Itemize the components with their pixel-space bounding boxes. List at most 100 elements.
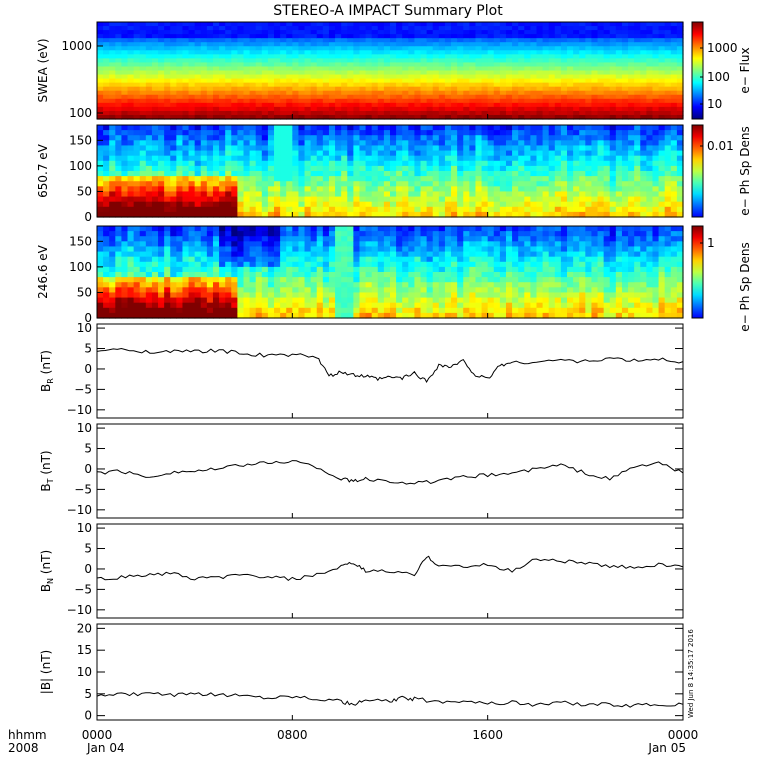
heatmap-cell (323, 95, 330, 100)
heatmap-cell (366, 26, 373, 31)
heatmap-cell (659, 42, 666, 47)
heatmap-cell (549, 79, 556, 84)
heatmap-cell (506, 135, 513, 141)
heatmap-cell (537, 34, 544, 39)
heatmap-cell (158, 71, 165, 76)
heatmap-cell (298, 66, 305, 71)
heatmap-cell (237, 303, 244, 309)
heatmap-cell (305, 166, 312, 172)
heatmap-cell (579, 50, 586, 55)
heatmap-cell (628, 87, 635, 92)
heatmap-cell (280, 202, 287, 208)
heatmap-cell (280, 125, 287, 131)
heatmap-cell (543, 87, 550, 92)
heatmap-cell (500, 181, 507, 187)
heatmap-cell (353, 262, 360, 268)
heatmap-cell (268, 161, 275, 167)
heatmap-cell (109, 246, 116, 252)
heatmap-cell (158, 95, 165, 100)
heatmap-cell (543, 197, 550, 203)
heatmap-cell (152, 252, 159, 258)
heatmap-cell (103, 191, 110, 197)
heatmap-cell (244, 30, 251, 35)
heatmap-cell (268, 181, 275, 187)
heatmap-cell (488, 181, 495, 187)
heatmap-cell (268, 50, 275, 55)
heatmap-cell (219, 66, 226, 71)
heatmap-cell (347, 226, 354, 232)
heatmap-cell (189, 22, 196, 27)
heatmap-cell (146, 202, 153, 208)
heatmap-cell (298, 246, 305, 252)
heatmap-cell (646, 54, 653, 59)
heatmap-cell (359, 171, 366, 177)
heatmap-cell (585, 125, 592, 131)
heatmap-cell (134, 236, 141, 242)
heatmap-cell (164, 140, 171, 146)
heatmap-cell (390, 267, 397, 273)
heatmap-cell (372, 66, 379, 71)
heatmap-cell (347, 62, 354, 67)
heatmap-cell (262, 103, 269, 108)
heatmap-cell (463, 66, 470, 71)
heatmap-cell (347, 151, 354, 157)
heatmap-cell (176, 277, 183, 283)
heatmap-cell (225, 54, 232, 59)
heatmap-cell (445, 176, 452, 182)
heatmap-cell (305, 79, 312, 84)
heatmap-cell (292, 79, 299, 84)
heatmap-cell (555, 125, 562, 131)
heatmap-cell (305, 50, 312, 55)
heatmap-cell (549, 176, 556, 182)
heatmap-cell (335, 66, 342, 71)
heatmap-cell (445, 38, 452, 43)
heatmap-cell (555, 87, 562, 92)
heatmap-cell (549, 34, 556, 39)
heatmap-cell (604, 66, 611, 71)
heatmap-cell (463, 186, 470, 192)
heatmap-cell (231, 151, 238, 157)
heatmap-cell (445, 140, 452, 146)
heatmap-cell (347, 111, 354, 116)
heatmap-cell (665, 83, 672, 88)
heatmap-cell (652, 58, 659, 63)
heatmap-cell (164, 71, 171, 76)
heatmap-cell (457, 66, 464, 71)
heatmap-cell (396, 241, 403, 247)
heatmap-cell (256, 103, 263, 108)
heatmap-cell (671, 166, 678, 172)
heatmap-cell (201, 166, 208, 172)
heatmap-cell (671, 46, 678, 51)
heatmap-cell (598, 176, 605, 182)
heatmap-cell (201, 308, 208, 314)
heatmap-cell (231, 34, 238, 39)
heatmap-cell (250, 202, 257, 208)
heatmap-cell (591, 207, 598, 213)
heatmap-cell (140, 99, 147, 104)
heatmap-cell (488, 135, 495, 141)
heatmap-cell (414, 130, 421, 136)
heatmap-cell (573, 30, 580, 35)
heatmap-cell (146, 176, 153, 182)
heatmap-cell (390, 87, 397, 92)
heatmap-cell (622, 135, 629, 141)
heatmap-cell (256, 241, 263, 247)
heatmap-cell (591, 125, 598, 131)
heatmap-cell (182, 26, 189, 31)
heatmap-cell (579, 145, 586, 151)
heatmap-cell (140, 191, 147, 197)
heatmap-cell (225, 38, 232, 43)
heatmap-cell (323, 130, 330, 136)
heatmap-cell (402, 42, 409, 47)
heatmap-cell (512, 62, 519, 67)
heatmap-cell (500, 103, 507, 108)
heatmap-cell (457, 87, 464, 92)
heatmap-cell (628, 42, 635, 47)
heatmap-cell (195, 79, 202, 84)
heatmap-cell (298, 171, 305, 177)
heatmap-cell (109, 282, 116, 288)
heatmap-cell (585, 42, 592, 47)
heatmap-cell (366, 79, 373, 84)
heatmap-cell (390, 151, 397, 157)
heatmap-cell (512, 197, 519, 203)
